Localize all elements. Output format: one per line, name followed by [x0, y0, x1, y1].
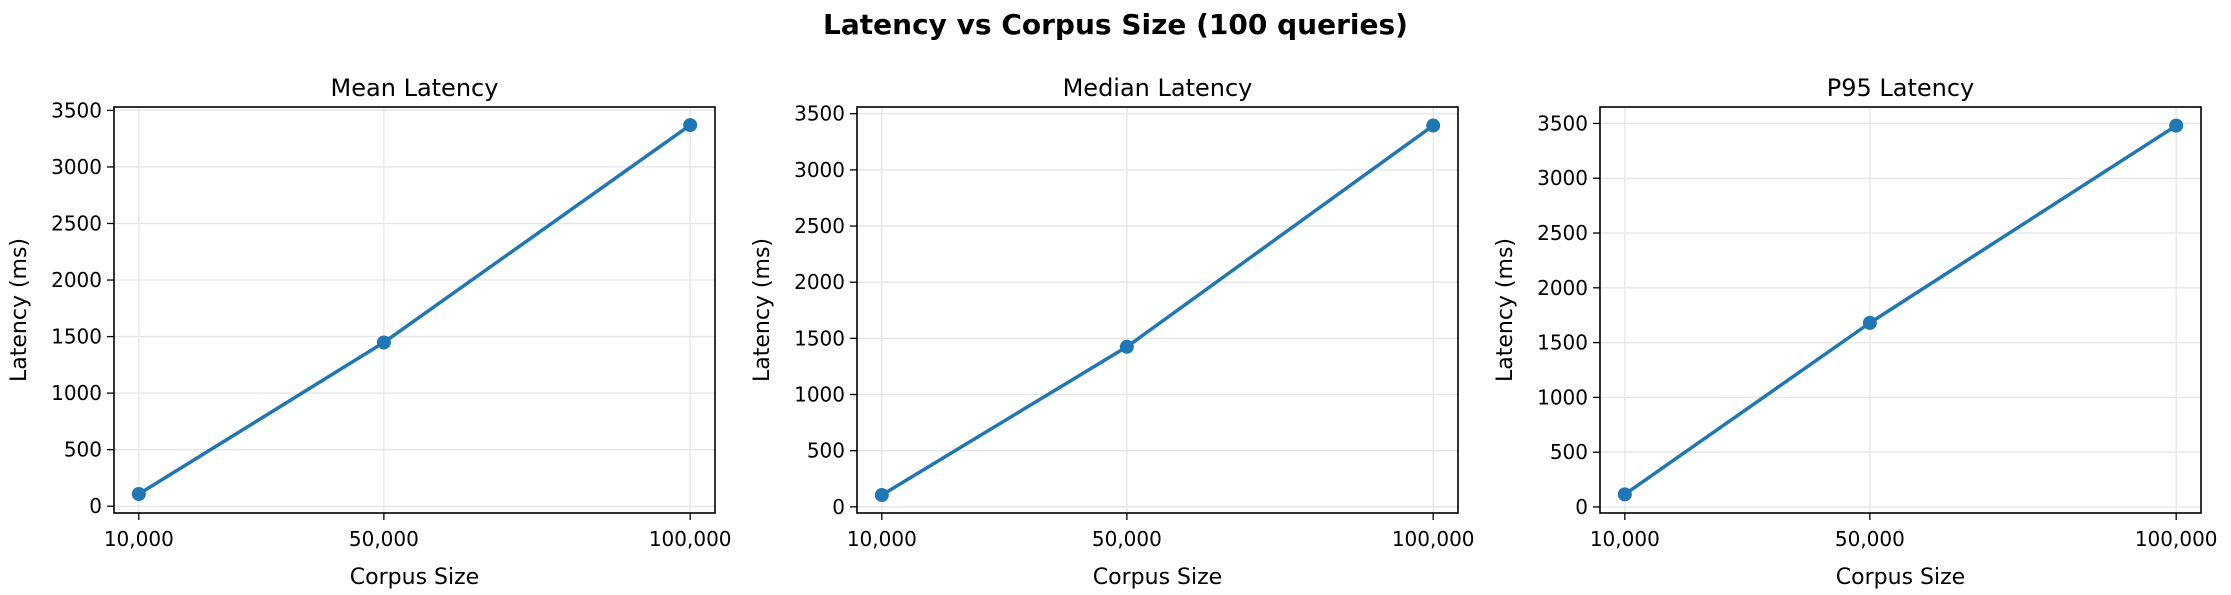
subplot-title: P95 Latency — [1827, 74, 1975, 102]
y-tick-label: 2000 — [794, 270, 845, 294]
y-tick-label: 3500 — [51, 98, 102, 122]
data-point-median — [874, 488, 889, 503]
data-point-median — [1119, 339, 1134, 354]
y-tick-label: 1500 — [1537, 331, 1588, 355]
x-tick-label: 50,000 — [1835, 527, 1905, 551]
y-tick-label: 2500 — [51, 211, 102, 235]
data-point-p95 — [2169, 118, 2184, 133]
x-tick-label: 10,000 — [104, 527, 174, 551]
y-tick-label: 1000 — [794, 383, 845, 407]
subplot-title: Median Latency — [1063, 74, 1253, 102]
data-point-mean — [683, 118, 698, 133]
axes-frame — [856, 106, 1459, 514]
x-tick-label: 100,000 — [649, 527, 732, 551]
data-point-p95 — [1862, 315, 1877, 330]
x-tick-label: 100,000 — [2135, 527, 2218, 551]
y-tick-label: 3000 — [1537, 166, 1588, 190]
subplot-mean-latency: 0 500 1000 1500 2000 2500 3000 3500 10,000 50,000… — [7, 74, 732, 590]
series-line-p95 — [1623, 124, 2178, 496]
data-point-p95 — [1617, 487, 1632, 502]
data-point-mean — [131, 487, 146, 502]
x-axis-label: Corpus Size — [1836, 565, 1965, 590]
y-tick-label: 1500 — [51, 325, 102, 349]
x-tick-label: 100,000 — [1392, 527, 1475, 551]
series-line-median — [880, 124, 1435, 497]
y-tick-label: 1000 — [1537, 385, 1588, 409]
y-tick-label: 0 — [89, 494, 102, 518]
y-tick-label: 1500 — [794, 326, 845, 350]
axes-frame — [113, 106, 716, 514]
x-axis-label: Corpus Size — [1093, 565, 1222, 590]
y-axis-label: Latency (ms) — [750, 238, 775, 382]
x-tick-label: 10,000 — [847, 527, 917, 551]
y-tick-label: 0 — [1575, 495, 1588, 519]
y-tick-label: 3000 — [794, 158, 845, 182]
subplot-median-latency: 0 500 1000 1500 2000 2500 3000 3500 10,000 50,000… — [750, 74, 1475, 590]
x-tick-label: 10,000 — [1590, 527, 1660, 551]
y-tick-label: 2000 — [51, 268, 102, 292]
axes-frame — [1599, 106, 2202, 514]
y-tick-label: 3500 — [794, 102, 845, 126]
x-tick-label: 50,000 — [1092, 527, 1162, 551]
subplot-title: Mean Latency — [331, 74, 499, 102]
y-tick-label: 0 — [832, 495, 845, 519]
y-tick-label: 2000 — [1537, 276, 1588, 300]
y-tick-label: 1000 — [51, 381, 102, 405]
subplot-p95-latency: 0 500 1000 1500 2000 2500 3000 3500 10,000 50,000… — [1493, 74, 2218, 590]
y-axis-label: Latency (ms) — [1493, 238, 1518, 382]
x-axis-label: Corpus Size — [350, 565, 479, 590]
y-tick-label: 3500 — [1537, 111, 1588, 135]
y-tick-label: 500 — [64, 438, 102, 462]
y-tick-label: 500 — [1550, 440, 1588, 464]
y-tick-label: 500 — [807, 439, 845, 463]
y-tick-label: 2500 — [794, 214, 845, 238]
y-tick-label: 2500 — [1537, 221, 1588, 245]
y-axis-label: Latency (ms) — [7, 238, 32, 382]
series-line-mean — [137, 123, 692, 496]
y-tick-label: 3000 — [51, 155, 102, 179]
figure-title: Latency vs Corpus Size (100 queries) — [823, 8, 1408, 41]
x-tick-label: 50,000 — [349, 527, 419, 551]
data-point-mean — [376, 335, 391, 350]
data-point-median — [1426, 118, 1441, 133]
